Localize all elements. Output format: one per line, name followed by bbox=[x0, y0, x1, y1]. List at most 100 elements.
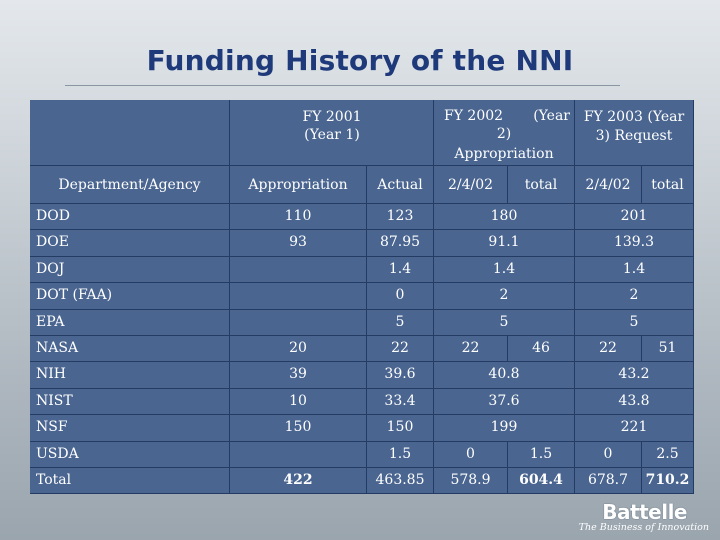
col-actual-label: Actual bbox=[377, 177, 423, 193]
col-fy02-date-label: 2/4/02 bbox=[447, 177, 494, 193]
fy02-total-value: 1.5 bbox=[529, 446, 553, 462]
actual-cell: 22 bbox=[367, 336, 434, 362]
col-appropriation-label: Appropriation bbox=[248, 177, 348, 193]
fy02-total-value: 46 bbox=[532, 340, 550, 356]
actual-cell: 87.95 bbox=[367, 230, 434, 257]
header-fy2001: FY 2001 (Year 1) bbox=[302, 109, 362, 143]
fy03-merged-cell: 201 bbox=[575, 204, 694, 230]
fy02-date-cell: 22 bbox=[434, 336, 508, 362]
fy02-date-value: 0 bbox=[466, 446, 475, 462]
table-row-agency-cell: NIST bbox=[30, 389, 230, 415]
fy03-total-value: 710.2 bbox=[645, 472, 690, 488]
fy03-merged-cell: 1.4 bbox=[575, 257, 694, 283]
agency-name: DOJ bbox=[36, 261, 65, 277]
fy02-merged-cell: 5 bbox=[434, 310, 575, 336]
header-fy2002-year: (Year bbox=[533, 108, 570, 124]
battelle-logo: Battelle The Business of Innovation bbox=[579, 500, 715, 538]
actual-cell: 5 bbox=[367, 310, 434, 336]
fy03-total-cell: 51 bbox=[642, 336, 694, 362]
agency-name: DOE bbox=[36, 234, 69, 250]
actual-value: 5 bbox=[395, 314, 405, 330]
fy02-total-value: 604.4 bbox=[519, 472, 563, 488]
appropriation-cell bbox=[230, 442, 367, 468]
agency-name: USDA bbox=[36, 446, 79, 462]
col-fy03-total-cell: total bbox=[642, 166, 694, 204]
appropriation-value: 10 bbox=[289, 393, 307, 409]
fy03-total-value: 43.8 bbox=[618, 393, 650, 409]
table-row-agency-cell: USDA bbox=[30, 442, 230, 468]
agency-name: NASA bbox=[36, 340, 79, 356]
actual-value: 150 bbox=[386, 419, 414, 435]
fy03-merged-cell: 139.3 bbox=[575, 230, 694, 257]
appropriation-cell bbox=[230, 257, 367, 283]
fy02-merged-cell: 40.8 bbox=[434, 362, 575, 389]
actual-cell: 39.6 bbox=[367, 362, 434, 389]
fy02-total-value: 1.4 bbox=[492, 261, 516, 277]
fy03-merged-cell: 43.8 bbox=[575, 389, 694, 415]
appropriation-value: 422 bbox=[283, 472, 313, 488]
actual-value: 123 bbox=[386, 208, 414, 224]
fy03-merged-cell: 221 bbox=[575, 415, 694, 442]
actual-value: 33.4 bbox=[384, 393, 416, 409]
fy02-merged-cell: 37.6 bbox=[434, 389, 575, 415]
header-fy2002-number: 2) bbox=[496, 126, 512, 142]
appropriation-cell bbox=[230, 310, 367, 336]
fy02-merged-cell: 199 bbox=[434, 415, 575, 442]
fy02-total-value: 2 bbox=[499, 287, 509, 303]
fy03-date-cell: 678.7 bbox=[575, 468, 642, 494]
header-fy2002-cell: FY 2002 (Year 2) Appropriation bbox=[434, 100, 575, 166]
actual-value: 1.5 bbox=[388, 446, 412, 462]
appropriation-cell: 150 bbox=[230, 415, 367, 442]
appropriation-cell: 422 bbox=[230, 468, 367, 494]
table-row-agency-cell: NASA bbox=[30, 336, 230, 362]
fy02-total-value: 180 bbox=[490, 208, 518, 224]
table-row-agency-cell: NSF bbox=[30, 415, 230, 442]
actual-value: 22 bbox=[391, 340, 409, 356]
table-row-agency-cell: NIH bbox=[30, 362, 230, 389]
actual-value: 87.95 bbox=[379, 234, 421, 250]
actual-cell: 463.85 bbox=[367, 468, 434, 494]
actual-value: 0 bbox=[395, 287, 405, 303]
fy03-date-cell: 22 bbox=[575, 336, 642, 362]
fy03-date-value: 0 bbox=[603, 446, 613, 462]
fy03-total-cell: 2.5 bbox=[642, 442, 694, 468]
table-row-agency-cell: DOJ bbox=[30, 257, 230, 283]
actual-cell: 150 bbox=[367, 415, 434, 442]
funding-table: FY 2001 (Year 1) FY 2002 (Year 2) Approp… bbox=[30, 100, 694, 494]
appropriation-value: 20 bbox=[289, 340, 307, 356]
appropriation-value: 39 bbox=[289, 366, 307, 382]
header-fy2003-cell: FY 2003 (Year 3) Request bbox=[575, 100, 694, 166]
fy02-total-cell: 46 bbox=[508, 336, 575, 362]
agency-name: EPA bbox=[36, 314, 65, 330]
header-fy2001-cell: FY 2001 (Year 1) bbox=[230, 100, 434, 166]
col-actual-cell: Actual bbox=[367, 166, 434, 204]
fy02-date-value: 22 bbox=[461, 340, 480, 356]
fy02-total-value: 5 bbox=[499, 314, 509, 330]
table-row-agency-cell: EPA bbox=[30, 310, 230, 336]
appropriation-cell: 20 bbox=[230, 336, 367, 362]
col-dept-cell: Department/Agency bbox=[30, 166, 230, 204]
actual-cell: 33.4 bbox=[367, 389, 434, 415]
appropriation-value: 150 bbox=[284, 419, 312, 435]
fy02-merged-cell: 180 bbox=[434, 204, 575, 230]
actual-cell: 1.5 bbox=[367, 442, 434, 468]
appropriation-cell: 39 bbox=[230, 362, 367, 389]
fy02-merged-cell: 2 bbox=[434, 283, 575, 310]
col-fy02-total-label: total bbox=[524, 177, 558, 193]
fy03-merged-cell: 43.2 bbox=[575, 362, 694, 389]
fy03-date-value: 22 bbox=[599, 340, 617, 356]
fy02-date-value: 578.9 bbox=[450, 472, 491, 488]
appropriation-cell: 110 bbox=[230, 204, 367, 230]
actual-cell: 0 bbox=[367, 283, 434, 310]
actual-value: 463.85 bbox=[375, 472, 425, 488]
col-fy03-total-label: total bbox=[651, 177, 684, 193]
fy02-total-value: 199 bbox=[490, 419, 518, 435]
title-underline bbox=[65, 85, 620, 86]
fy03-total-value: 139.3 bbox=[613, 234, 655, 250]
fy02-total-value: 40.8 bbox=[488, 366, 520, 382]
appropriation-cell: 93 bbox=[230, 230, 367, 257]
table-row-agency-cell: DOT (FAA) bbox=[30, 283, 230, 310]
fy03-total-value: 2 bbox=[629, 287, 639, 303]
col-fy02-date-cell: 2/4/02 bbox=[434, 166, 508, 204]
fy03-merged-cell: 5 bbox=[575, 310, 694, 336]
